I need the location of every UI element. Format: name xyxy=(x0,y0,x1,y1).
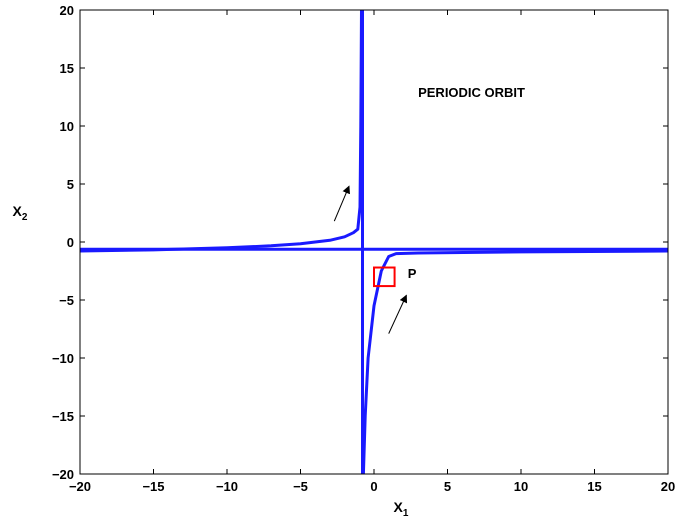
y-tick-label: −5 xyxy=(59,293,74,308)
x-tick-label: −5 xyxy=(293,479,308,494)
y-tick-label: 20 xyxy=(60,3,74,18)
y-axis-label: X2 xyxy=(13,203,28,223)
orbit-line-4 xyxy=(361,249,668,474)
x-tick-label: −20 xyxy=(69,479,91,494)
orbit-line-1 xyxy=(80,10,363,253)
y-tick-label: 15 xyxy=(60,61,74,76)
y-tick-label: 0 xyxy=(67,235,74,250)
y-tick-label: 5 xyxy=(67,177,74,192)
y-axis-label-subscript: 2 xyxy=(22,212,28,223)
periodic-orbit-label: PERIODIC ORBIT xyxy=(418,85,525,100)
x-axis-label: X1 xyxy=(394,499,409,519)
y-tick-label: −15 xyxy=(52,409,74,424)
y-tick-label: 10 xyxy=(60,119,74,134)
y-axis-label-main: X xyxy=(13,203,23,219)
point-p-label: P xyxy=(408,266,417,281)
x-tick-label: 10 xyxy=(514,479,528,494)
curve-layer xyxy=(80,10,668,474)
x-axis-label-subscript: 1 xyxy=(403,508,409,519)
x-tick-label: 20 xyxy=(661,479,675,494)
x-tick-label: 0 xyxy=(370,479,377,494)
y-tick-label: −20 xyxy=(52,467,74,482)
x-axis-label-main: X xyxy=(394,499,404,515)
y-tick-label: −10 xyxy=(52,351,74,366)
x-tick-label: −10 xyxy=(216,479,238,494)
annotation-layer: PERIODIC ORBIT P xyxy=(333,85,525,334)
tick-layer: −20 −15 −10 −5 0 5 10 15 20 −20 −15 −10 −5 0 5 10 15 20 xyxy=(52,3,675,494)
point-p-marker-box xyxy=(373,266,396,288)
x-tick-label: 5 xyxy=(444,479,451,494)
direction-arrow-2 xyxy=(388,294,408,334)
label-layer: X1 X2 xyxy=(13,203,409,519)
x-tick-label: 15 xyxy=(587,479,601,494)
plot-frame xyxy=(79,9,669,475)
x-tick-label: −15 xyxy=(142,479,164,494)
direction-arrow-1 xyxy=(333,185,350,222)
